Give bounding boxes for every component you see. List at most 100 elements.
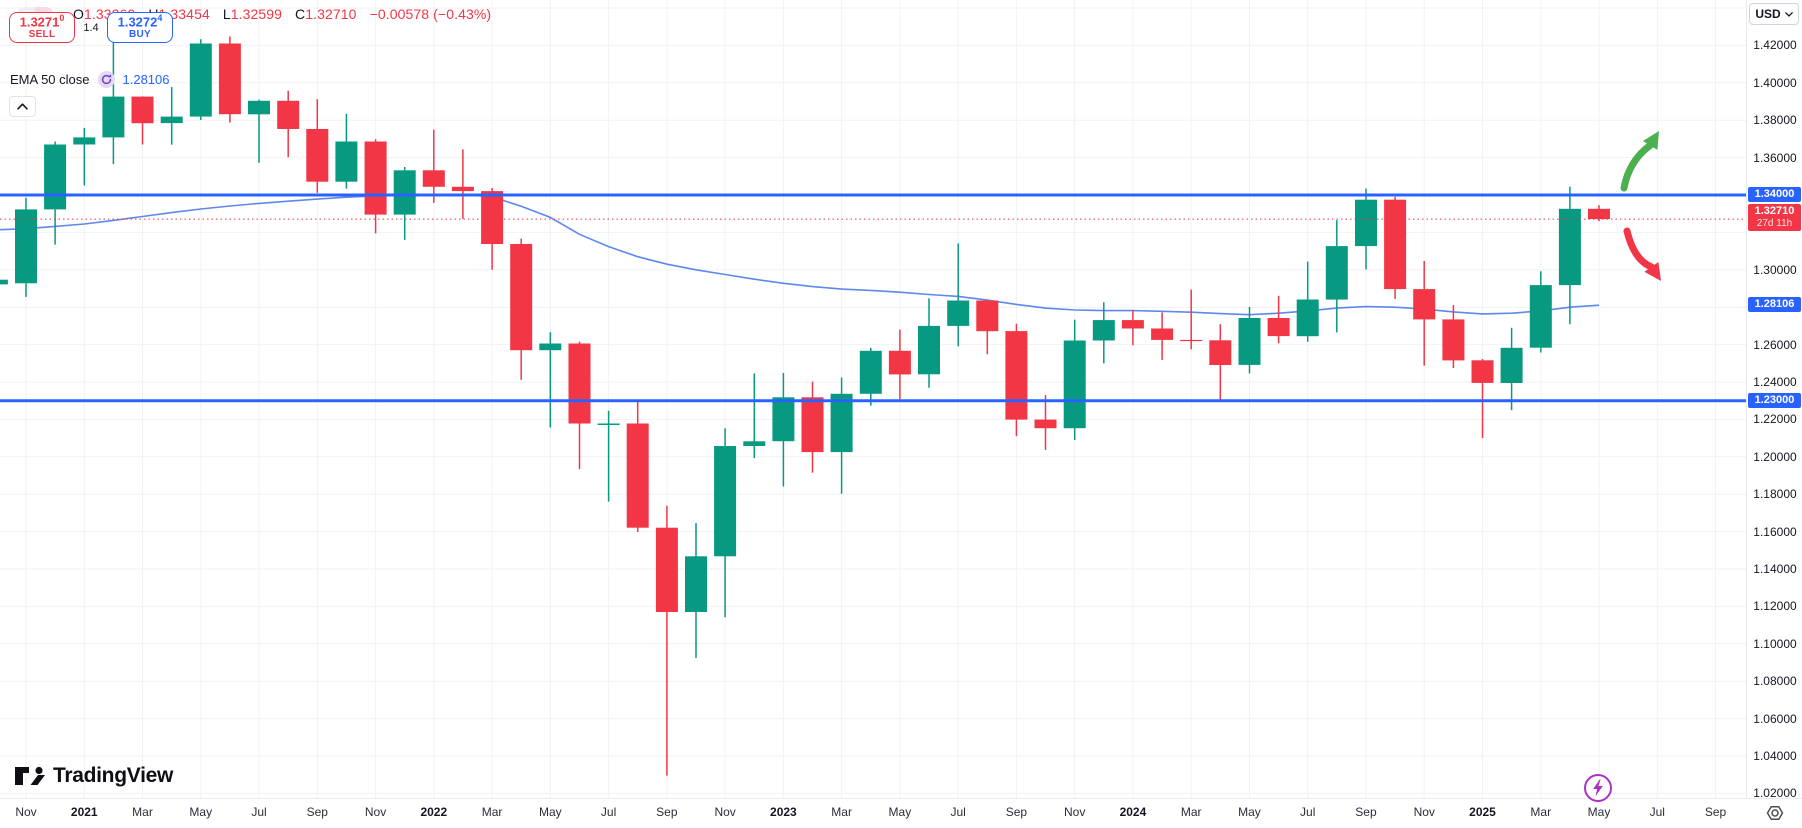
price-tick-label: 1.20000 <box>1753 449 1797 464</box>
time-tick-label: 2022 <box>420 805 448 819</box>
candle-oct-2020 <box>0 279 8 285</box>
price-tick-label: 1.04000 <box>1753 749 1797 763</box>
price-tick-label: 1.12000 <box>1753 599 1797 614</box>
candle-feb-2021 <box>102 37 125 165</box>
ema-line[interactable] <box>0 193 1600 316</box>
indicator-legend: EMA 50 close 1.28106 <box>10 71 170 88</box>
sell-button[interactable]: 1.32710 SELL <box>9 12 75 43</box>
candle-dec-2020 <box>44 141 67 245</box>
candle-jan-2021 <box>73 127 96 186</box>
candle-jun-2024 <box>1267 295 1290 344</box>
buy-button[interactable]: 1.32724 BUY <box>107 12 173 43</box>
time-tick-label: Jul <box>950 805 966 819</box>
sell-button-label: SELL <box>28 29 56 41</box>
candle-feb-2024 <box>1151 312 1174 360</box>
low-label: L <box>222 6 231 22</box>
price-tick-label: 1.24000 <box>1753 375 1797 389</box>
candle-sep-2022 <box>655 505 678 776</box>
time-tick-label: Nov <box>714 805 736 819</box>
candle-jul-2024 <box>1296 261 1319 342</box>
change-value: −0.00578 (−0.43%) <box>369 6 492 22</box>
level-price-badge: 1.23000 <box>1748 392 1801 408</box>
bullish-arrow-drawing[interactable] <box>1620 131 1659 192</box>
price-axis[interactable]: 1.42000 1.40000 1.38000 1.36000 1.30000 1.260… <box>1746 0 1802 800</box>
time-tick-label: Nov <box>364 805 387 819</box>
candle-dec-2021 <box>393 167 416 240</box>
candle-mar-2021 <box>131 96 154 145</box>
time-tick-label: Sep <box>1005 805 1028 819</box>
price-tick-label: 1.40000 <box>1753 75 1797 90</box>
candle-oct-2024 <box>1384 196 1407 299</box>
instant-trading-button[interactable] <box>1584 774 1612 802</box>
candle-may-2025 <box>1588 205 1610 222</box>
time-tick-label: May <box>1587 805 1611 819</box>
price-tick-label: 1.30000 <box>1753 262 1797 277</box>
collapse-legend-button[interactable] <box>9 96 36 117</box>
time-axis[interactable]: Nov 2021 Mar May Jul Sep Nov 2022 Mar May Jul Sep No… <box>0 798 1802 828</box>
candle-feb-2025 <box>1500 327 1523 411</box>
time-tick-label: 2021 <box>70 805 98 819</box>
lightning-icon <box>1593 779 1603 797</box>
candle-jan-2022 <box>422 129 445 203</box>
candle-jul-2023 <box>947 243 970 347</box>
time-tick-label: Sep <box>656 805 678 819</box>
candle-oct-2021 <box>335 113 358 189</box>
current-price-badge: 1.32710 27d 11h <box>1748 204 1801 232</box>
candle-dec-2022 <box>743 373 766 459</box>
candle-jul-2021 <box>248 99 270 163</box>
candle-may-2024 <box>1238 307 1261 374</box>
time-tick-label: 2025 <box>1469 805 1496 819</box>
price-tick-label: 1.18000 <box>1753 487 1797 502</box>
time-tick-label: Mar <box>831 805 852 819</box>
candle-apr-2024 <box>1209 324 1232 401</box>
axis-settings-icon[interactable] <box>1766 804 1784 822</box>
chevron-up-icon <box>17 103 28 110</box>
time-tick-label: Jul <box>251 805 267 819</box>
candle-dec-2023 <box>1092 302 1115 364</box>
candle-feb-2023 <box>801 381 824 473</box>
refresh-icon[interactable] <box>97 71 115 88</box>
candle-feb-2022 <box>451 149 474 219</box>
price-tick-label: 1.26000 <box>1753 337 1797 352</box>
time-tick-label: Jul <box>1300 805 1316 819</box>
bar-countdown: 27d 11h <box>1756 218 1793 230</box>
candle-aug-2021 <box>277 90 300 158</box>
price-tick-label: 1.06000 <box>1753 711 1797 726</box>
buy-button-label: BUY <box>128 29 151 41</box>
candle-nov-2024 <box>1413 261 1436 366</box>
time-tick-label: Nov <box>1413 805 1435 819</box>
time-tick-label: Mar <box>1180 805 1202 819</box>
time-tick-label: Mar <box>1530 805 1552 819</box>
price-tick-label: 1.38000 <box>1753 113 1797 128</box>
candlestick-chart[interactable] <box>0 0 1746 798</box>
open-label: O <box>73 6 84 22</box>
trade-panel: 1.32710 SELL 1.4 1.32724 BUY <box>9 12 173 43</box>
bearish-arrow-drawing[interactable] <box>1623 227 1661 281</box>
candle-oct-2022 <box>685 523 707 658</box>
price-tick-label: 1.08000 <box>1753 674 1797 689</box>
time-tick-label: May <box>538 805 562 819</box>
currency-label: USD <box>1755 7 1781 21</box>
candle-apr-2022 <box>510 238 533 380</box>
candle-aug-2024 <box>1325 220 1348 333</box>
candle-jun-2021 <box>218 36 241 123</box>
candle-may-2022 <box>539 332 562 428</box>
candle-oct-2023 <box>1034 395 1057 450</box>
tradingview-logo-icon <box>15 766 45 785</box>
candle-aug-2023 <box>976 299 999 355</box>
close-value: 1.32710 <box>305 6 357 22</box>
price-tick-label: 1.14000 <box>1753 562 1797 576</box>
time-tick-label: Mar <box>132 805 153 819</box>
candle-apr-2023 <box>859 347 882 406</box>
time-tick-label: Nov <box>15 805 37 819</box>
candle-nov-2020 <box>15 197 37 297</box>
low-value: 1.32599 <box>230 6 283 22</box>
indicator-title: EMA 50 close <box>10 72 90 87</box>
time-tick-label: Nov <box>1064 805 1086 819</box>
candle-dec-2024 <box>1442 305 1465 368</box>
candle-jun-2023 <box>918 298 940 388</box>
tradingview-logo-text: TradingView <box>53 764 174 787</box>
candle-mar-2025 <box>1529 271 1552 353</box>
candle-jan-2025 <box>1471 359 1494 439</box>
currency-selector[interactable]: USD <box>1749 3 1799 25</box>
